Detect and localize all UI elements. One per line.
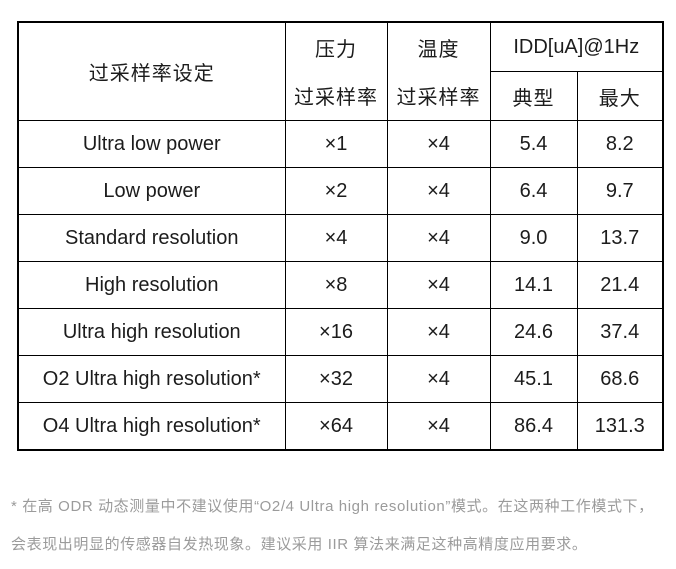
idd-max-cell: 21.4	[576, 261, 664, 309]
idd-typical-cell: 24.6	[489, 308, 578, 356]
idd-max-cell: 37.4	[576, 308, 664, 356]
pressure-osr-cell: ×64	[284, 402, 388, 451]
temp-osr-cell: ×4	[386, 120, 491, 168]
table-row: Ultra low power ×1 ×4 5.4 8.2	[17, 120, 664, 168]
header-idd: IDD[uA]@1Hz	[489, 21, 664, 72]
header-temperature-line1: 温度	[417, 39, 460, 61]
table-row: Ultra high resolution ×16 ×4 24.6 37.4	[17, 308, 664, 356]
idd-max-cell: 68.6	[576, 355, 664, 403]
pressure-osr-cell: ×8	[284, 261, 388, 309]
pressure-osr-cell: ×2	[284, 167, 388, 215]
footnote-line-2: 会表现出明显的传感器自发热现象。建议采用 IIR 算法来满足这种高精度应用要求。	[11, 536, 588, 553]
header-pressure-osr: 压力 过采样率	[284, 21, 388, 121]
mode-cell: O4 Ultra high resolution*	[17, 402, 286, 451]
pressure-osr-cell: ×16	[284, 308, 388, 356]
idd-max-cell: 131.3	[576, 402, 664, 451]
table-row: O4 Ultra high resolution* ×64 ×4 86.4 13…	[17, 402, 664, 451]
footnote: * 在高 ODR 动态测量中不建议使用“O2/4 Ultra high reso…	[11, 488, 669, 564]
header-idd-max: 最大	[576, 71, 664, 121]
temp-osr-cell: ×4	[386, 167, 491, 215]
idd-max-cell: 9.7	[576, 167, 664, 215]
pressure-osr-cell: ×1	[284, 120, 388, 168]
temp-osr-cell: ×4	[386, 402, 491, 451]
temp-osr-cell: ×4	[386, 308, 491, 356]
header-setting: 过采样率设定	[17, 21, 286, 121]
temp-osr-cell: ×4	[386, 355, 491, 403]
header-row-top: 过采样率设定 压力 过采样率 温度 过采样率 IDD[uA]@1Hz	[17, 21, 664, 121]
header-idd-typical: 典型	[489, 71, 578, 121]
pressure-osr-cell: ×4	[284, 214, 388, 262]
idd-typical-cell: 9.0	[489, 214, 578, 262]
header-row-bottom: 典型 最大	[18, 71, 664, 121]
oversampling-settings-table: 过采样率设定 压力 过采样率 温度 过采样率 IDD[uA]@1Hz 典型	[17, 21, 665, 451]
idd-max-cell: 13.7	[576, 214, 664, 262]
temp-osr-cell: ×4	[386, 214, 491, 262]
header-pressure-line1: 压力	[315, 39, 357, 61]
table-row: High resolution ×8 ×4 14.1 21.4	[17, 261, 664, 309]
mode-cell: Ultra high resolution	[17, 308, 286, 356]
temp-osr-cell: ×4	[386, 261, 491, 309]
idd-typical-cell: 6.4	[489, 167, 578, 215]
idd-max-cell: 8.2	[576, 120, 664, 168]
idd-typical-cell: 14.1	[489, 261, 578, 309]
mode-cell: O2 Ultra high resolution*	[17, 355, 286, 403]
footnote-line-1: * 在高 ODR 动态测量中不建议使用“O2/4 Ultra high reso…	[11, 498, 654, 515]
header-temperature-line2: 过采样率	[396, 87, 481, 109]
table-row: Standard resolution ×4 ×4 9.0 13.7	[17, 214, 664, 262]
header-temperature-osr: 温度 过采样率	[386, 21, 491, 121]
idd-typical-cell: 86.4	[489, 402, 578, 451]
idd-typical-cell: 5.4	[489, 120, 578, 168]
idd-typical-cell: 45.1	[489, 355, 578, 403]
mode-cell: Low power	[17, 167, 286, 215]
header-pressure-line2: 过采样率	[294, 87, 378, 109]
mode-cell: Standard resolution	[17, 214, 286, 262]
table-row: Low power ×2 ×4 6.4 9.7	[17, 167, 664, 215]
mode-cell: High resolution	[17, 261, 286, 309]
mode-cell: Ultra low power	[17, 120, 286, 168]
pressure-osr-cell: ×32	[284, 355, 388, 403]
table-row: O2 Ultra high resolution* ×32 ×4 45.1 68…	[17, 355, 664, 403]
